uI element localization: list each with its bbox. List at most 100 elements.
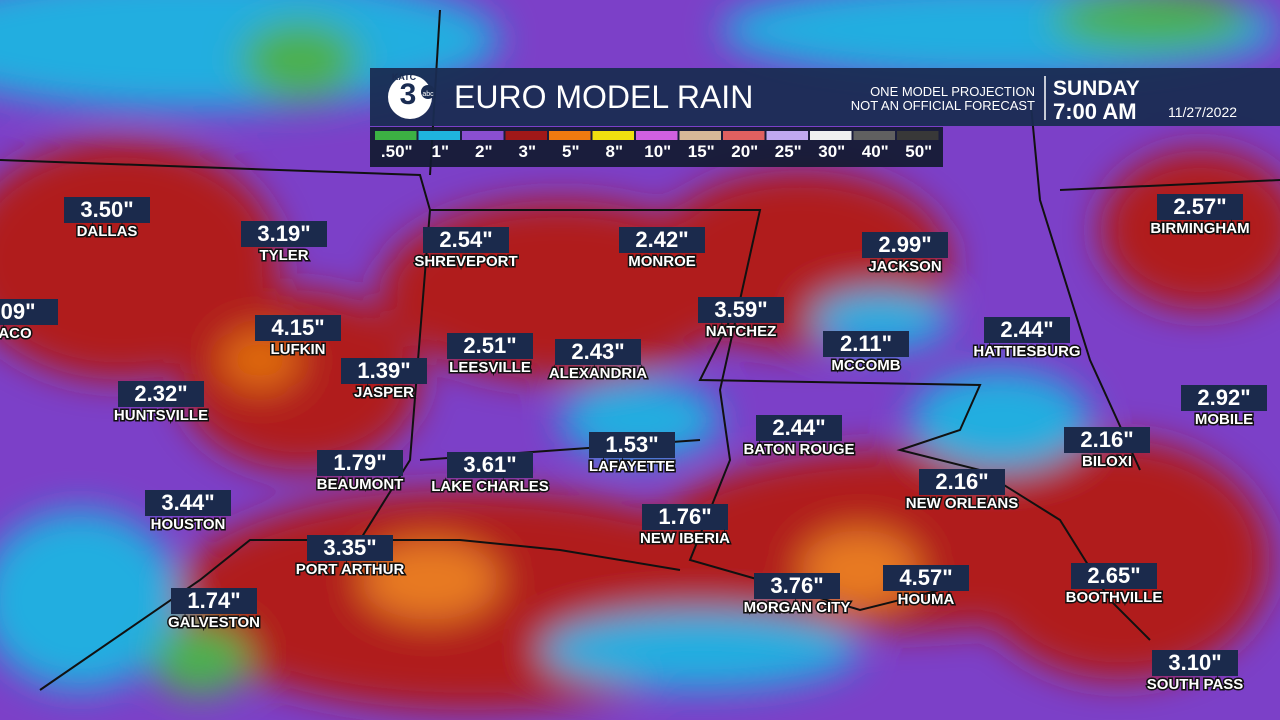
city-name: GALVESTON — [168, 614, 260, 631]
rain-total: 2.42" — [635, 227, 688, 252]
rain-total: 2.44" — [772, 415, 825, 440]
city-name: SHREVEPORT — [414, 253, 517, 270]
logo-circle — [388, 75, 432, 119]
city-name: MOBILE — [1195, 411, 1253, 428]
value-box — [1181, 385, 1267, 411]
city-name: BOOTHVILLE — [1066, 589, 1163, 606]
rain-total: 2.65" — [1087, 563, 1140, 588]
date: 11/27/2022 — [1168, 104, 1237, 120]
city-name: SOUTH PASS — [1147, 676, 1243, 693]
rain-total: 3.10" — [1168, 650, 1221, 675]
header-panel — [370, 68, 1280, 126]
rain-total: 3.61" — [463, 452, 516, 477]
value-box — [642, 504, 728, 530]
city-name: NEW IBERIA — [640, 530, 730, 547]
rain-total: 2.16" — [935, 469, 988, 494]
city-name: BATON ROUGE — [743, 441, 854, 458]
city-name: BEAUMONT — [317, 476, 404, 493]
value-box — [145, 490, 231, 516]
city-label: 3.50"DALLAS — [64, 197, 150, 241]
legend-label: 2" — [475, 142, 493, 161]
city-label: 3.76"MORGAN CITY — [742, 573, 852, 618]
city-name: HOUSTON — [151, 516, 226, 533]
rain-total: 3.76" — [770, 573, 823, 598]
rain-total: 2.43" — [571, 339, 624, 364]
rain-total: 3.44" — [161, 490, 214, 515]
city-label: 2.99"JACKSON — [862, 232, 948, 276]
value-box — [447, 452, 533, 478]
logo-channel: 3 — [400, 78, 417, 111]
rain-total: 4.15" — [271, 315, 324, 340]
value-box — [619, 227, 705, 253]
city-name: HOUMA — [898, 591, 955, 608]
legend-swatch — [853, 131, 895, 140]
city-label: 1.76"NEW IBERIA — [639, 504, 732, 549]
value-box — [754, 573, 840, 599]
legend-swatch — [418, 131, 460, 140]
value-box — [241, 221, 327, 247]
value-box — [423, 227, 509, 253]
legend-label: 40" — [862, 142, 889, 161]
day: SUNDAY — [1053, 77, 1140, 100]
legend: .50" 1" 2" 3" 5" 8" 10" 15" 20" 25" 30" 40" 50" — [375, 131, 939, 161]
city-label: 2.32"HUNTSVILLE — [112, 381, 209, 426]
city-name: LAKE CHARLES — [431, 478, 549, 495]
value-box — [64, 197, 150, 223]
legend-label: 3" — [518, 142, 536, 161]
city-label: 3.35"PORT ARTHUR — [294, 535, 406, 580]
value-box — [756, 415, 842, 441]
city-label: 2.16"NEW ORLEANS — [904, 469, 1020, 514]
rain-total: 1.74" — [187, 588, 240, 613]
value-box — [555, 339, 641, 365]
value-box — [823, 331, 909, 357]
legend-label: 5" — [562, 142, 580, 161]
rain-total: 1.76" — [658, 504, 711, 529]
legend-swatch — [505, 131, 547, 140]
value-box — [919, 469, 1005, 495]
city-name: MORGAN CITY — [744, 599, 851, 616]
legend-label: 15" — [688, 142, 715, 161]
city-label: 1.53"LAFAYETTE — [587, 432, 676, 477]
city-label: 2.11"MCCOMB — [823, 331, 909, 375]
city-label: 3.59"NATCHEZ — [698, 297, 784, 341]
value-box — [447, 333, 533, 359]
city-name: HUNTSVILLE — [114, 407, 208, 424]
city-label: 2.42"MONROE — [619, 227, 705, 271]
value-box — [171, 588, 257, 614]
rain-total: 1.39" — [357, 358, 410, 383]
value-box — [307, 535, 393, 561]
rain-total: 3.50" — [80, 197, 133, 222]
legend-label: 8" — [605, 142, 623, 161]
city-label: 3.44"HOUSTON — [145, 490, 231, 534]
city-label: .09"ACO — [0, 299, 58, 343]
value-box — [255, 315, 341, 341]
legend-swatch — [636, 131, 678, 140]
city-label: 2.16"BILOXI — [1064, 427, 1150, 471]
value-box — [984, 317, 1070, 343]
city-name: NATCHEZ — [706, 323, 777, 340]
value-box — [1152, 650, 1238, 676]
city-name: BIRMINGHAM — [1150, 220, 1249, 237]
legend-swatch — [592, 131, 634, 140]
city-name: DALLAS — [77, 223, 138, 240]
logo-network: abc — [422, 91, 434, 98]
city-name: TYLER — [259, 247, 308, 264]
value-box — [589, 432, 675, 458]
value-box — [1157, 194, 1243, 220]
disclaimer-line: NOT AN OFFICIAL FORECAST — [851, 98, 1035, 113]
legend-label: 30" — [818, 142, 845, 161]
legend-label: 10" — [644, 142, 671, 161]
rain-total: 3.59" — [714, 297, 767, 322]
time: 7:00 AM — [1053, 99, 1137, 124]
city-name: BILOXI — [1082, 453, 1132, 470]
city-name: NEW ORLEANS — [906, 495, 1019, 512]
legend-label: 50" — [905, 142, 932, 161]
value-box — [862, 232, 948, 258]
city-name: PORT ARTHUR — [296, 561, 405, 578]
rain-total: 2.54" — [439, 227, 492, 252]
city-labels: 3.50"DALLAS 3.19"TYLER 2.54"SHREVEPORT 2.42… — [0, 194, 1267, 694]
legend-swatch — [897, 131, 939, 140]
rain-total: .09" — [0, 299, 36, 324]
